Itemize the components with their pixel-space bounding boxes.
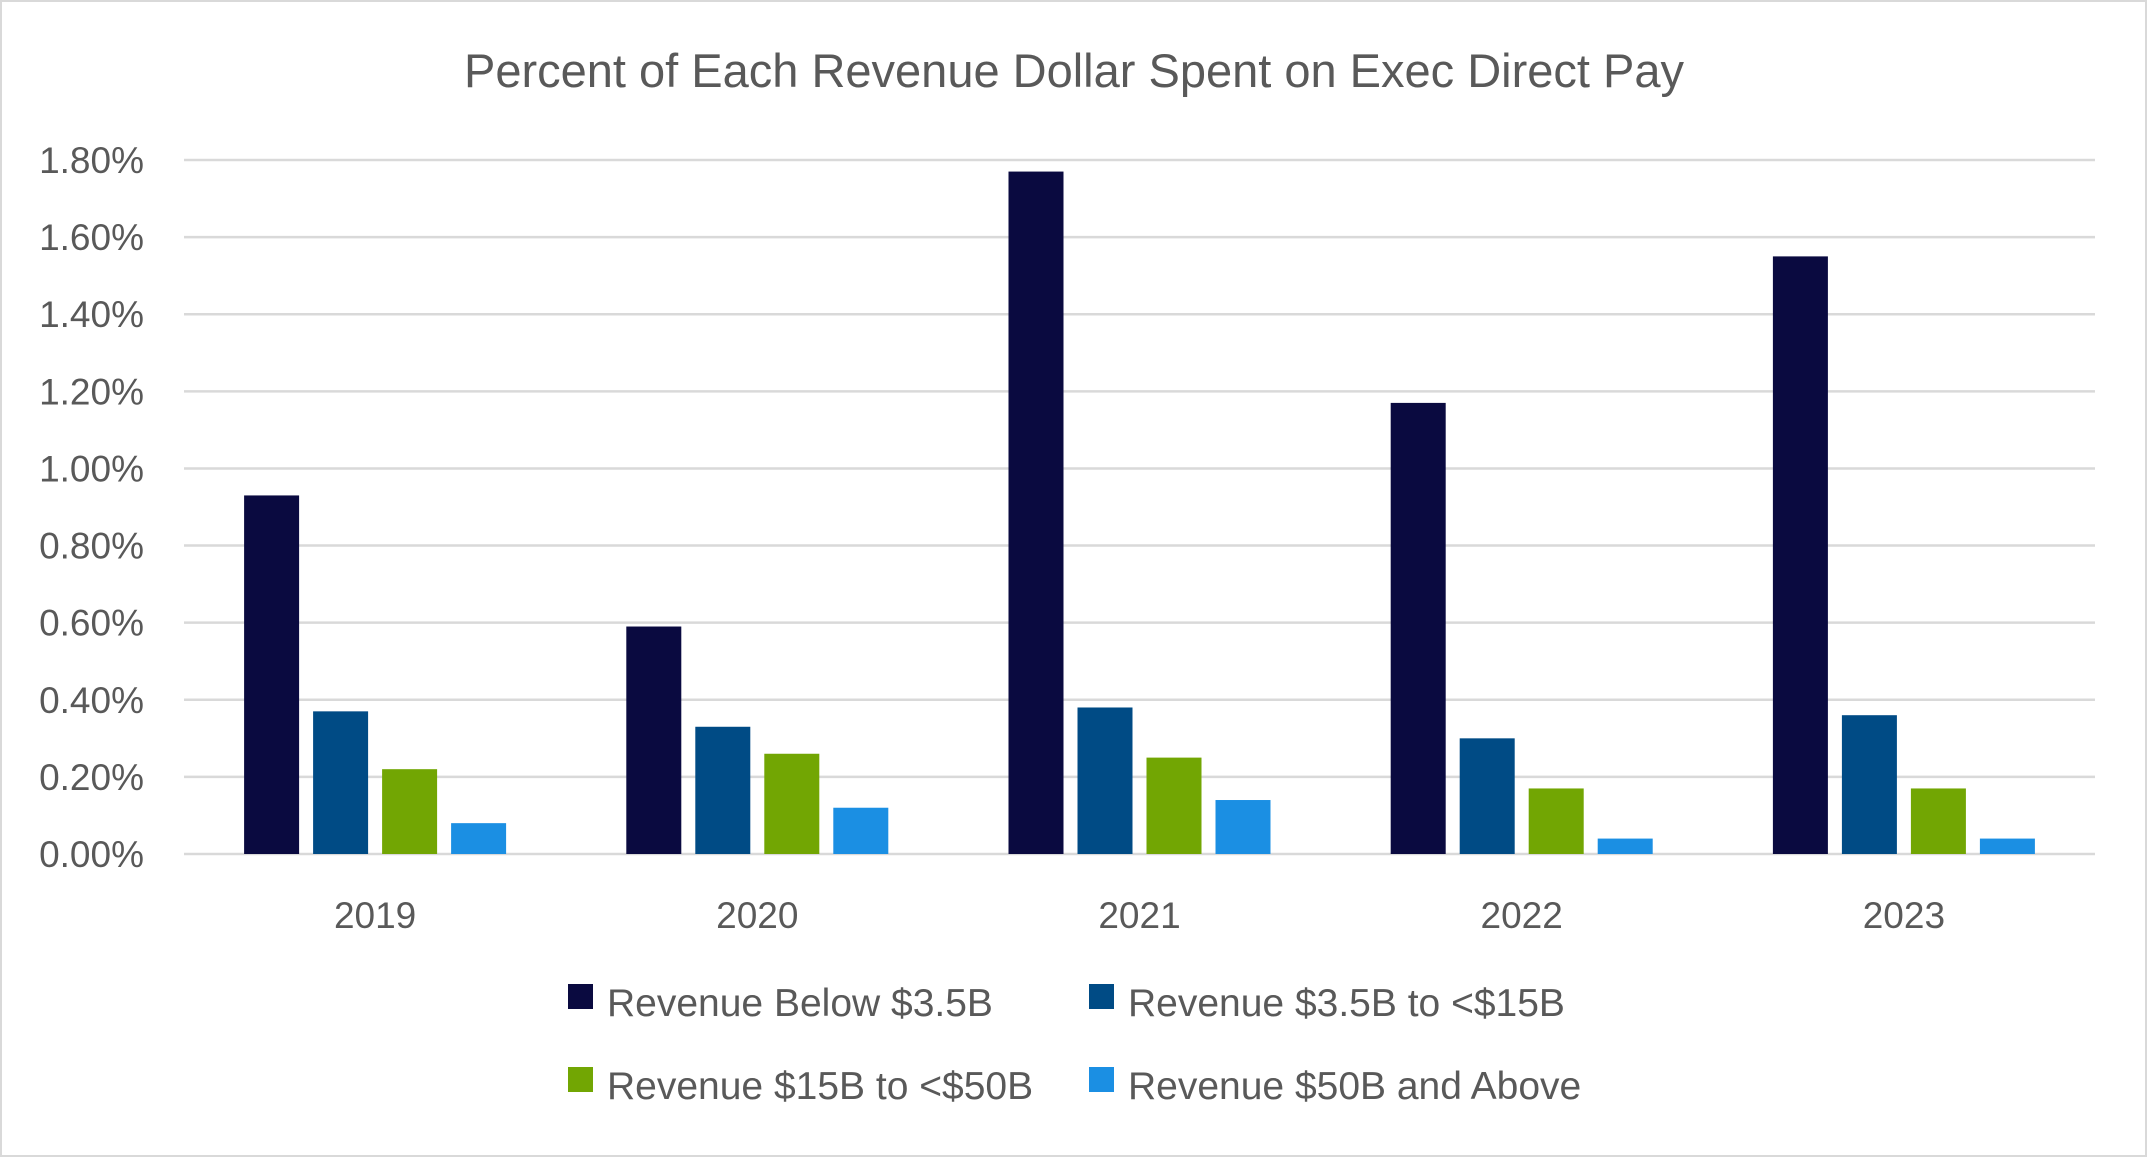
legend-label: Revenue Below $3.5B — [607, 982, 993, 1025]
legend-label: Revenue $15B to <$50B — [607, 1065, 1033, 1108]
legend-label: Revenue $3.5B to <$15B — [1128, 982, 1565, 1025]
y-axis-tick-labels: 0.00% 0.20% 0.40% 0.60% 0.80% 1.00% 1.20% 1.40%… — [39, 140, 144, 875]
legend-swatch — [568, 984, 593, 1009]
bar-2022-series-3 — [1528, 788, 1584, 854]
bar-2019-series-4 — [451, 823, 507, 854]
bars — [244, 171, 2035, 855]
legend-swatch — [568, 1067, 593, 1092]
y-tick-label: 1.00% — [39, 448, 144, 489]
bar-2021-series-1 — [1008, 171, 1064, 855]
bar-2023-series-2 — [1841, 715, 1897, 854]
bar-2023-series-1 — [1772, 256, 1828, 854]
x-tick-label: 2022 — [1481, 895, 1563, 936]
bar-2019-series-1 — [244, 495, 300, 854]
y-tick-label: 1.80% — [39, 140, 144, 181]
y-tick-label: 1.40% — [39, 294, 144, 335]
y-tick-label: 0.20% — [39, 757, 144, 798]
bar-2020-series-4 — [833, 807, 889, 854]
x-tick-label: 2020 — [716, 895, 798, 936]
legend-swatch — [1089, 984, 1114, 1009]
x-tick-label: 2023 — [1863, 895, 1945, 936]
legend: Revenue Below $3.5B Revenue $3.5B to <$15… — [568, 982, 1581, 1108]
bar-2021-series-3 — [1146, 757, 1202, 854]
bar-2019-series-3 — [382, 769, 438, 854]
bar-2020-series-3 — [764, 753, 820, 854]
bar-2021-series-2 — [1077, 707, 1133, 854]
bar-2020-series-2 — [695, 726, 751, 854]
y-tick-label: 0.40% — [39, 680, 144, 721]
chart-title: Percent of Each Revenue Dollar Spent on … — [464, 44, 1685, 97]
bar-2020-series-1 — [626, 626, 682, 854]
legend-label: Revenue $50B and Above — [1128, 1065, 1581, 1108]
y-tick-label: 1.60% — [39, 217, 144, 258]
legend-swatch — [1089, 1067, 1114, 1092]
y-tick-label: 0.00% — [39, 834, 144, 875]
y-tick-label: 0.60% — [39, 603, 144, 644]
bar-2022-series-2 — [1459, 738, 1515, 854]
gridlines — [184, 158, 2095, 856]
bar-2022-series-4 — [1597, 838, 1653, 854]
bar-2021-series-4 — [1215, 800, 1271, 854]
y-tick-label: 0.80% — [39, 526, 144, 567]
x-tick-label: 2019 — [334, 895, 416, 936]
bar-2023-series-4 — [1979, 838, 2035, 854]
y-tick-label: 1.20% — [39, 371, 144, 412]
bar-2019-series-2 — [313, 711, 369, 854]
bar-2023-series-3 — [1910, 788, 1966, 854]
x-tick-label: 2021 — [1098, 895, 1180, 936]
x-axis-tick-labels: 2019 2020 2021 2022 2023 — [334, 895, 1945, 936]
bar-2022-series-1 — [1390, 402, 1446, 854]
